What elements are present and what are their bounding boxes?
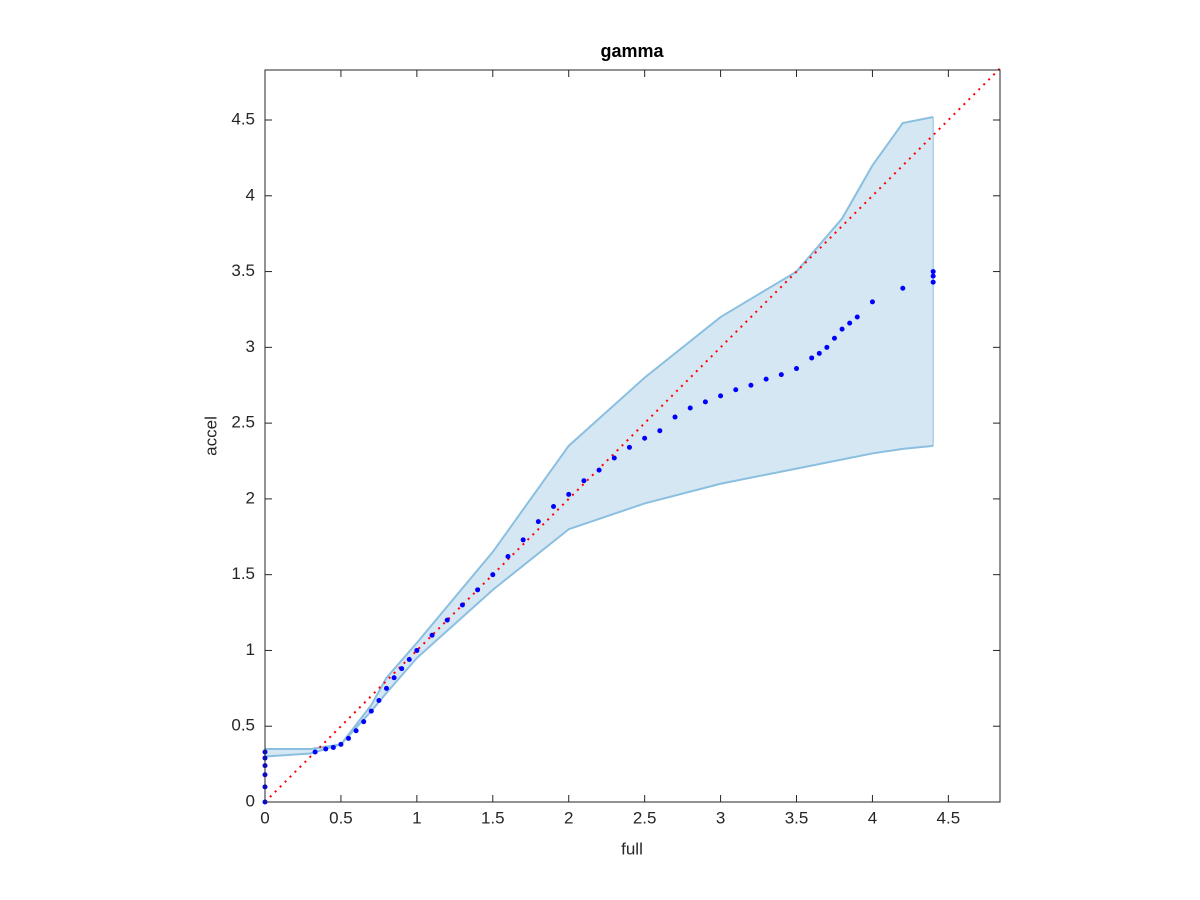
point: [505, 553, 511, 559]
x-tick-label: 3.5: [785, 808, 809, 827]
point: [763, 376, 769, 382]
x-tick-label: 3: [716, 808, 725, 827]
point: [312, 749, 318, 755]
point: [900, 285, 906, 291]
point: [391, 675, 397, 681]
point: [368, 708, 374, 714]
point: [626, 444, 632, 450]
point: [778, 372, 784, 378]
point: [376, 697, 382, 703]
point: [596, 467, 602, 473]
point: [839, 326, 845, 332]
point: [520, 537, 526, 543]
point: [733, 387, 739, 393]
x-tick-label: 0: [260, 808, 269, 827]
y-tick-label: 4.5: [231, 109, 255, 128]
band-lower: [264, 444, 934, 758]
point: [702, 399, 708, 405]
x-tick-label: 2.5: [633, 808, 657, 827]
point: [535, 519, 541, 525]
point: [642, 435, 648, 441]
x-tick-label: 1: [412, 808, 421, 827]
x-tick-label: 4: [868, 808, 877, 827]
x-tick-label: 0.5: [329, 808, 353, 827]
point: [414, 647, 420, 653]
point: [338, 741, 344, 747]
point: [824, 344, 830, 350]
point: [566, 491, 572, 497]
point: [406, 657, 412, 663]
y-tick-label: 2: [246, 488, 255, 507]
point: [816, 350, 822, 356]
point: [930, 269, 936, 275]
axes-box: [264, 69, 1001, 803]
band-area: [265, 116, 934, 757]
point: [657, 428, 663, 434]
reference-line: [264, 67, 1001, 803]
point: [459, 602, 465, 608]
y-tick-label: 0.5: [231, 716, 255, 735]
y-axis-label: accel: [201, 416, 220, 456]
y-tick-label: 0: [246, 791, 255, 810]
point: [748, 382, 754, 388]
y-tick-label: 1.5: [231, 564, 255, 583]
point: [399, 666, 405, 672]
x-axis-label: full: [621, 839, 643, 858]
y-tick-label: 1: [246, 640, 255, 659]
point: [869, 299, 875, 305]
point: [330, 744, 336, 750]
point: [831, 335, 837, 341]
point: [429, 632, 435, 638]
point: [809, 355, 815, 361]
band-upper: [265, 116, 934, 750]
x-tick-label: 4.5: [937, 808, 961, 827]
y-tick-label: 3: [246, 337, 255, 356]
point: [611, 455, 617, 461]
point: [581, 478, 587, 484]
point: [794, 366, 800, 372]
point: [687, 405, 693, 411]
x-tick-label: 1.5: [481, 808, 505, 827]
y-tick-label: 4: [246, 185, 255, 204]
point: [551, 503, 557, 509]
x-tick-label: 2: [564, 808, 573, 827]
point: [847, 320, 853, 326]
point: [346, 735, 352, 741]
point: [718, 393, 724, 399]
y-tick-label: 2.5: [231, 413, 255, 432]
point: [475, 587, 481, 593]
point: [444, 617, 450, 623]
point: [353, 728, 359, 734]
chart-title: gamma: [600, 41, 664, 61]
point: [361, 719, 367, 725]
point: [672, 414, 678, 420]
point: [930, 279, 936, 285]
point: [930, 273, 936, 279]
y-tick-label: 3.5: [231, 261, 255, 280]
point: [323, 746, 329, 752]
point: [383, 685, 389, 691]
point: [490, 572, 496, 578]
point: [854, 314, 860, 320]
